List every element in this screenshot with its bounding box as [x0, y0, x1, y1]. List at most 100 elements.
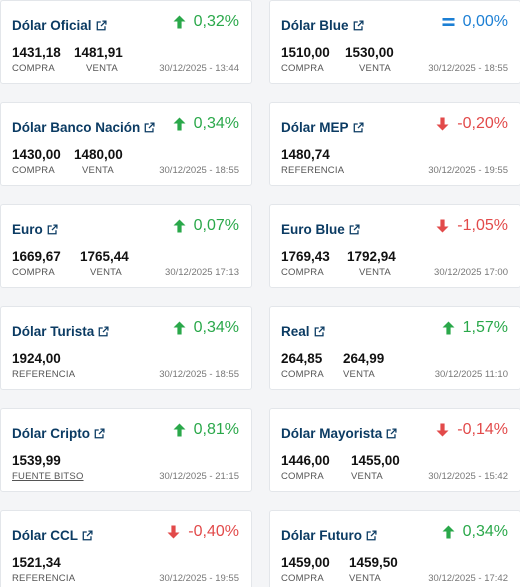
change-value: 1,57%	[462, 319, 508, 336]
update-timestamp: 30/12/2025 - 15:42	[428, 471, 508, 482]
rate-card: Dólar MEP -0,20% 1480,74 REFERENCIA 30/12/2…	[269, 102, 520, 186]
first-value: 1924,00	[12, 351, 61, 366]
external-link-icon	[366, 530, 377, 541]
change-value: 0,00%	[462, 13, 508, 30]
rate-card: Dólar Blue 0,00% 1510,00 COMPRA 1530,00 VENT…	[269, 0, 520, 84]
value-label: VENTA	[82, 165, 114, 176]
value-label: REFERENCIA	[12, 573, 76, 584]
change-value: -1,05%	[457, 217, 508, 234]
change-percent: 0,00%	[442, 13, 508, 31]
change-value: 0,34%	[193, 319, 239, 336]
rate-title: Real	[281, 324, 310, 339]
rate-title: Euro Blue	[281, 222, 345, 237]
change-percent: 0,34%	[173, 319, 239, 337]
change-value: -0,40%	[188, 523, 239, 540]
first-value: 1510,00	[281, 45, 330, 60]
second-value: 1765,44	[80, 249, 129, 264]
rate-title-link[interactable]: Dólar Cripto	[12, 426, 105, 441]
change-value: 0,34%	[462, 523, 508, 540]
external-link-icon	[386, 428, 397, 439]
arrow-down-icon	[436, 117, 449, 131]
rate-card: Dólar Cripto 0,81% 1539,99 FUENTE BITSO 30/…	[0, 408, 252, 492]
first-value: 1431,18	[12, 45, 61, 60]
rate-title-link[interactable]: Euro	[12, 222, 58, 237]
update-timestamp: 30/12/2025 - 18:55	[159, 165, 239, 176]
rate-card: Dólar Turista 0,34% 1924,00 REFERENCIA 30/1…	[0, 306, 252, 390]
rate-title-link[interactable]: Dólar MEP	[281, 120, 364, 135]
rate-title-link[interactable]: Dólar Blue	[281, 18, 364, 33]
external-link-icon	[82, 530, 93, 541]
second-value: 1792,94	[347, 249, 396, 264]
rate-title-link[interactable]: Dólar Mayorista	[281, 426, 397, 441]
arrow-down-icon	[436, 219, 449, 233]
rate-card: Dólar Futuro 0,34% 1459,00 COMPRA 1459,50 VE…	[269, 510, 520, 587]
rate-title-link[interactable]: Euro Blue	[281, 222, 360, 237]
rate-card: Dólar CCL -0,40% 1521,34 REFERENCIA 30/12/2…	[0, 510, 252, 587]
rate-title-link[interactable]: Dólar Banco Nación	[12, 120, 155, 135]
change-percent: -0,40%	[167, 523, 239, 541]
first-value: 1521,34	[12, 555, 61, 570]
external-link-icon	[349, 224, 360, 235]
external-link-icon	[144, 122, 155, 133]
update-timestamp: 30/12/2025 - 18:55	[428, 63, 508, 74]
rate-title-link[interactable]: Real	[281, 324, 325, 339]
change-percent: -1,05%	[436, 217, 508, 235]
value-label: COMPRA	[281, 267, 324, 278]
value-label: COMPRA	[12, 165, 55, 176]
rate-title-link[interactable]: Dólar Oficial	[12, 18, 107, 33]
arrow-up-icon	[173, 15, 186, 29]
value-label: VENTA	[359, 63, 391, 74]
update-timestamp: 30/12/2025 17:00	[434, 267, 508, 278]
change-value: 0,81%	[193, 421, 239, 438]
update-timestamp: 30/12/2025 11:10	[434, 369, 508, 380]
rate-card: Dólar Oficial 0,32% 1431,18 COMPRA 1481,91 V…	[0, 0, 252, 84]
rate-title: Dólar Blue	[281, 18, 349, 33]
first-value: 1669,67	[12, 249, 61, 264]
first-value: 1430,00	[12, 147, 61, 162]
external-link-icon	[47, 224, 58, 235]
first-value: 1446,00	[281, 453, 330, 468]
update-timestamp: 30/12/2025 - 19:55	[159, 573, 239, 584]
external-link-icon	[353, 20, 364, 31]
change-percent: 1,57%	[442, 319, 508, 337]
first-value: 264,85	[281, 351, 323, 366]
rate-title-link[interactable]: Dólar Turista	[12, 324, 109, 339]
rate-title-link[interactable]: Dólar CCL	[12, 528, 93, 543]
equals-icon	[442, 18, 455, 26]
rate-title: Dólar Cripto	[12, 426, 91, 441]
change-value: -0,20%	[457, 115, 508, 132]
value-label: REFERENCIA	[12, 369, 76, 380]
first-value: 1769,43	[281, 249, 330, 264]
arrow-up-icon	[442, 525, 455, 539]
source-link[interactable]: FUENTE BITSO	[12, 471, 84, 482]
rate-title: Euro	[12, 222, 43, 237]
change-value: 0,32%	[193, 13, 239, 30]
rate-card: Euro 0,07% 1669,67 COMPRA 1765,44 VENTA 30/12…	[0, 204, 252, 288]
external-link-icon	[353, 122, 364, 133]
rate-card: Dólar Mayorista -0,14% 1446,00 COMPRA 1455,…	[269, 408, 520, 492]
external-link-icon	[94, 428, 105, 439]
rate-title: Dólar Turista	[12, 324, 95, 339]
value-label: COMPRA	[12, 63, 55, 74]
rate-title: Dólar Oficial	[12, 18, 92, 33]
value-label: COMPRA	[12, 267, 55, 278]
rate-title: Dólar Banco Nación	[12, 120, 141, 135]
external-link-icon	[314, 326, 325, 337]
value-label: VENTA	[90, 267, 122, 278]
value-label: COMPRA	[281, 471, 324, 482]
value-label: COMPRA	[281, 573, 324, 584]
value-label: VENTA	[349, 573, 381, 584]
rate-title-link[interactable]: Dólar Futuro	[281, 528, 377, 543]
change-percent: -0,20%	[436, 115, 508, 133]
update-timestamp: 30/12/2025 - 19:55	[428, 165, 508, 176]
change-value: -0,14%	[457, 421, 508, 438]
update-timestamp: 30/12/2025 - 21:15	[159, 471, 239, 482]
rate-card: Dólar Banco Nación 0,34% 1430,00 COMPRA 148…	[0, 102, 252, 186]
change-percent: 0,07%	[173, 217, 239, 235]
rate-title: Dólar Mayorista	[281, 426, 383, 441]
value-label: COMPRA	[281, 63, 324, 74]
update-timestamp: 30/12/2025 - 18:55	[159, 369, 239, 380]
arrow-down-icon	[436, 423, 449, 437]
change-percent: -0,14%	[436, 421, 508, 439]
value-label: REFERENCIA	[281, 165, 345, 176]
